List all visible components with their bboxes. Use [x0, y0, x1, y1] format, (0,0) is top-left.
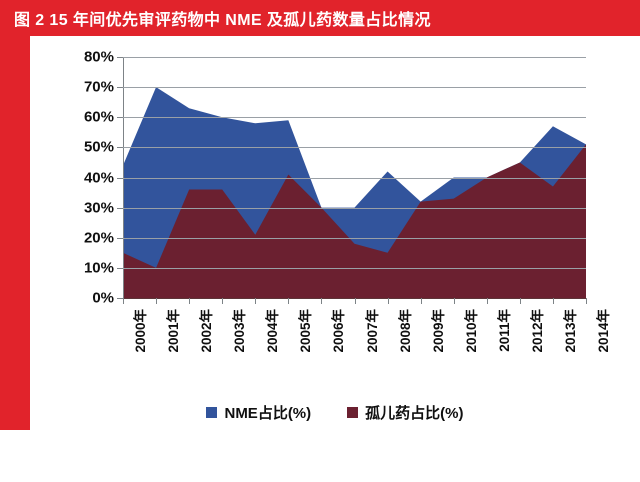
y-axis-tick — [117, 298, 123, 299]
y-axis-tick — [117, 207, 123, 209]
gridline — [123, 147, 586, 149]
x-axis-tick — [387, 298, 389, 304]
y-axis-label: 70% — [83, 78, 114, 96]
x-axis-tick — [519, 298, 521, 304]
x-axis-label: 2002年 — [199, 309, 215, 353]
area-chart: 0% 10% 20% 30% 40% 50% 60% 70% 80% 2000年 2001年 2002… — [48, 42, 622, 442]
x-axis-tick — [156, 298, 158, 304]
rail-bottom-fade — [0, 430, 30, 482]
chart-legend: NME占比(%) 孤儿药占比(%) — [48, 402, 622, 423]
y-axis-tick — [117, 147, 123, 149]
x-axis-tick — [420, 298, 422, 304]
y-axis-tick — [117, 267, 123, 269]
legend-label: NME占比(%) — [224, 405, 312, 422]
x-axis-label: 2009年 — [430, 309, 446, 353]
x-axis-tick — [486, 298, 488, 304]
legend-item[interactable]: 孤儿药占比(%) — [347, 402, 464, 423]
gridline — [123, 207, 586, 209]
legend-swatch-icon — [347, 407, 359, 418]
x-axis-label: 2000年 — [133, 309, 148, 353]
x-axis-tick — [189, 298, 191, 304]
x-axis-tick — [586, 298, 587, 304]
legend-item[interactable]: NME占比(%) — [206, 402, 311, 423]
x-axis-tick — [288, 298, 290, 304]
x-axis-label: 2012年 — [529, 309, 545, 353]
x-axis-label: 2004年 — [265, 309, 281, 353]
gridline — [123, 87, 586, 89]
x-axis-tick — [321, 298, 323, 304]
y-axis-label: 20% — [83, 229, 114, 247]
x-axis-label: 2003年 — [232, 309, 248, 353]
left-red-rail — [0, 36, 30, 482]
x-axis-label: 2005年 — [298, 309, 314, 353]
header-band — [0, 0, 640, 36]
x-axis-label: 2008年 — [397, 309, 413, 353]
gridline — [123, 267, 586, 269]
gridline — [123, 177, 586, 179]
x-axis-tick — [354, 298, 356, 304]
y-axis-tick — [117, 177, 123, 179]
y-axis-tick — [117, 117, 123, 119]
chart-series-layer — [123, 87, 586, 298]
page-title: 图 2 15 年间优先审评药物中 NME 及孤儿药数量占比情况 — [14, 12, 431, 29]
y-axis-label: 80% — [83, 48, 114, 66]
x-axis-tick — [255, 298, 257, 304]
x-axis-label: 2014年 — [596, 309, 611, 353]
y-axis-label: 10% — [83, 259, 114, 277]
y-axis-label: 50% — [83, 138, 114, 156]
y-axis-tick — [117, 57, 123, 58]
plot-area: 0% 10% 20% 30% 40% 50% 60% 70% 80% 2000年 2001年 2002… — [84, 49, 611, 353]
x-axis-label: 2001年 — [166, 309, 182, 353]
series-area — [123, 144, 586, 298]
legend-label: 孤儿药占比(%) — [365, 405, 464, 422]
gridline — [123, 237, 586, 239]
gridline — [123, 117, 586, 119]
x-axis-label: 2013年 — [562, 309, 578, 353]
x-axis-tick — [123, 298, 124, 304]
x-axis-label: 2010年 — [463, 309, 479, 353]
x-axis-tick — [453, 298, 455, 304]
x-axis-label: 2006年 — [331, 309, 347, 353]
x-axis-tick — [222, 298, 224, 304]
legend-swatch-icon — [206, 407, 218, 418]
y-axis-label: 30% — [83, 199, 114, 217]
y-axis-tick — [117, 237, 123, 239]
y-axis-tick — [117, 87, 123, 89]
x-axis-tick — [552, 298, 554, 304]
y-axis-label: 0% — [92, 289, 114, 307]
y-axis-label: 40% — [83, 169, 114, 186]
x-axis-label: 2011年 — [496, 309, 512, 352]
y-axis-label: 60% — [83, 108, 114, 126]
x-axis-label: 2007年 — [364, 309, 380, 353]
gridline — [123, 57, 586, 58]
